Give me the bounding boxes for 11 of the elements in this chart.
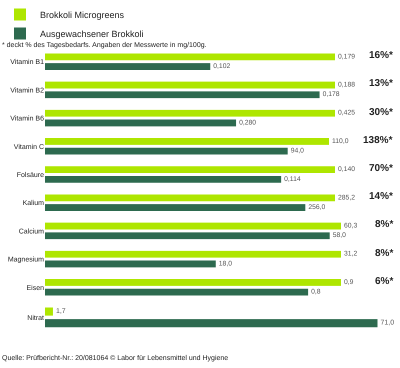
text: 14%* (369, 191, 394, 202)
text: 138%* (363, 135, 393, 146)
text: 30%* (369, 107, 394, 118)
text: 8%* (375, 248, 394, 259)
legend-label: Ausgewachsener Brokkoli (40, 29, 144, 40)
text: 8%* (375, 219, 394, 230)
text: 13%* (369, 78, 394, 89)
legend-label: Brokkoli Microgreens (40, 10, 125, 20)
text: 6%* (375, 276, 394, 287)
text: 70%* (369, 163, 394, 174)
text: 16%* (369, 50, 394, 61)
